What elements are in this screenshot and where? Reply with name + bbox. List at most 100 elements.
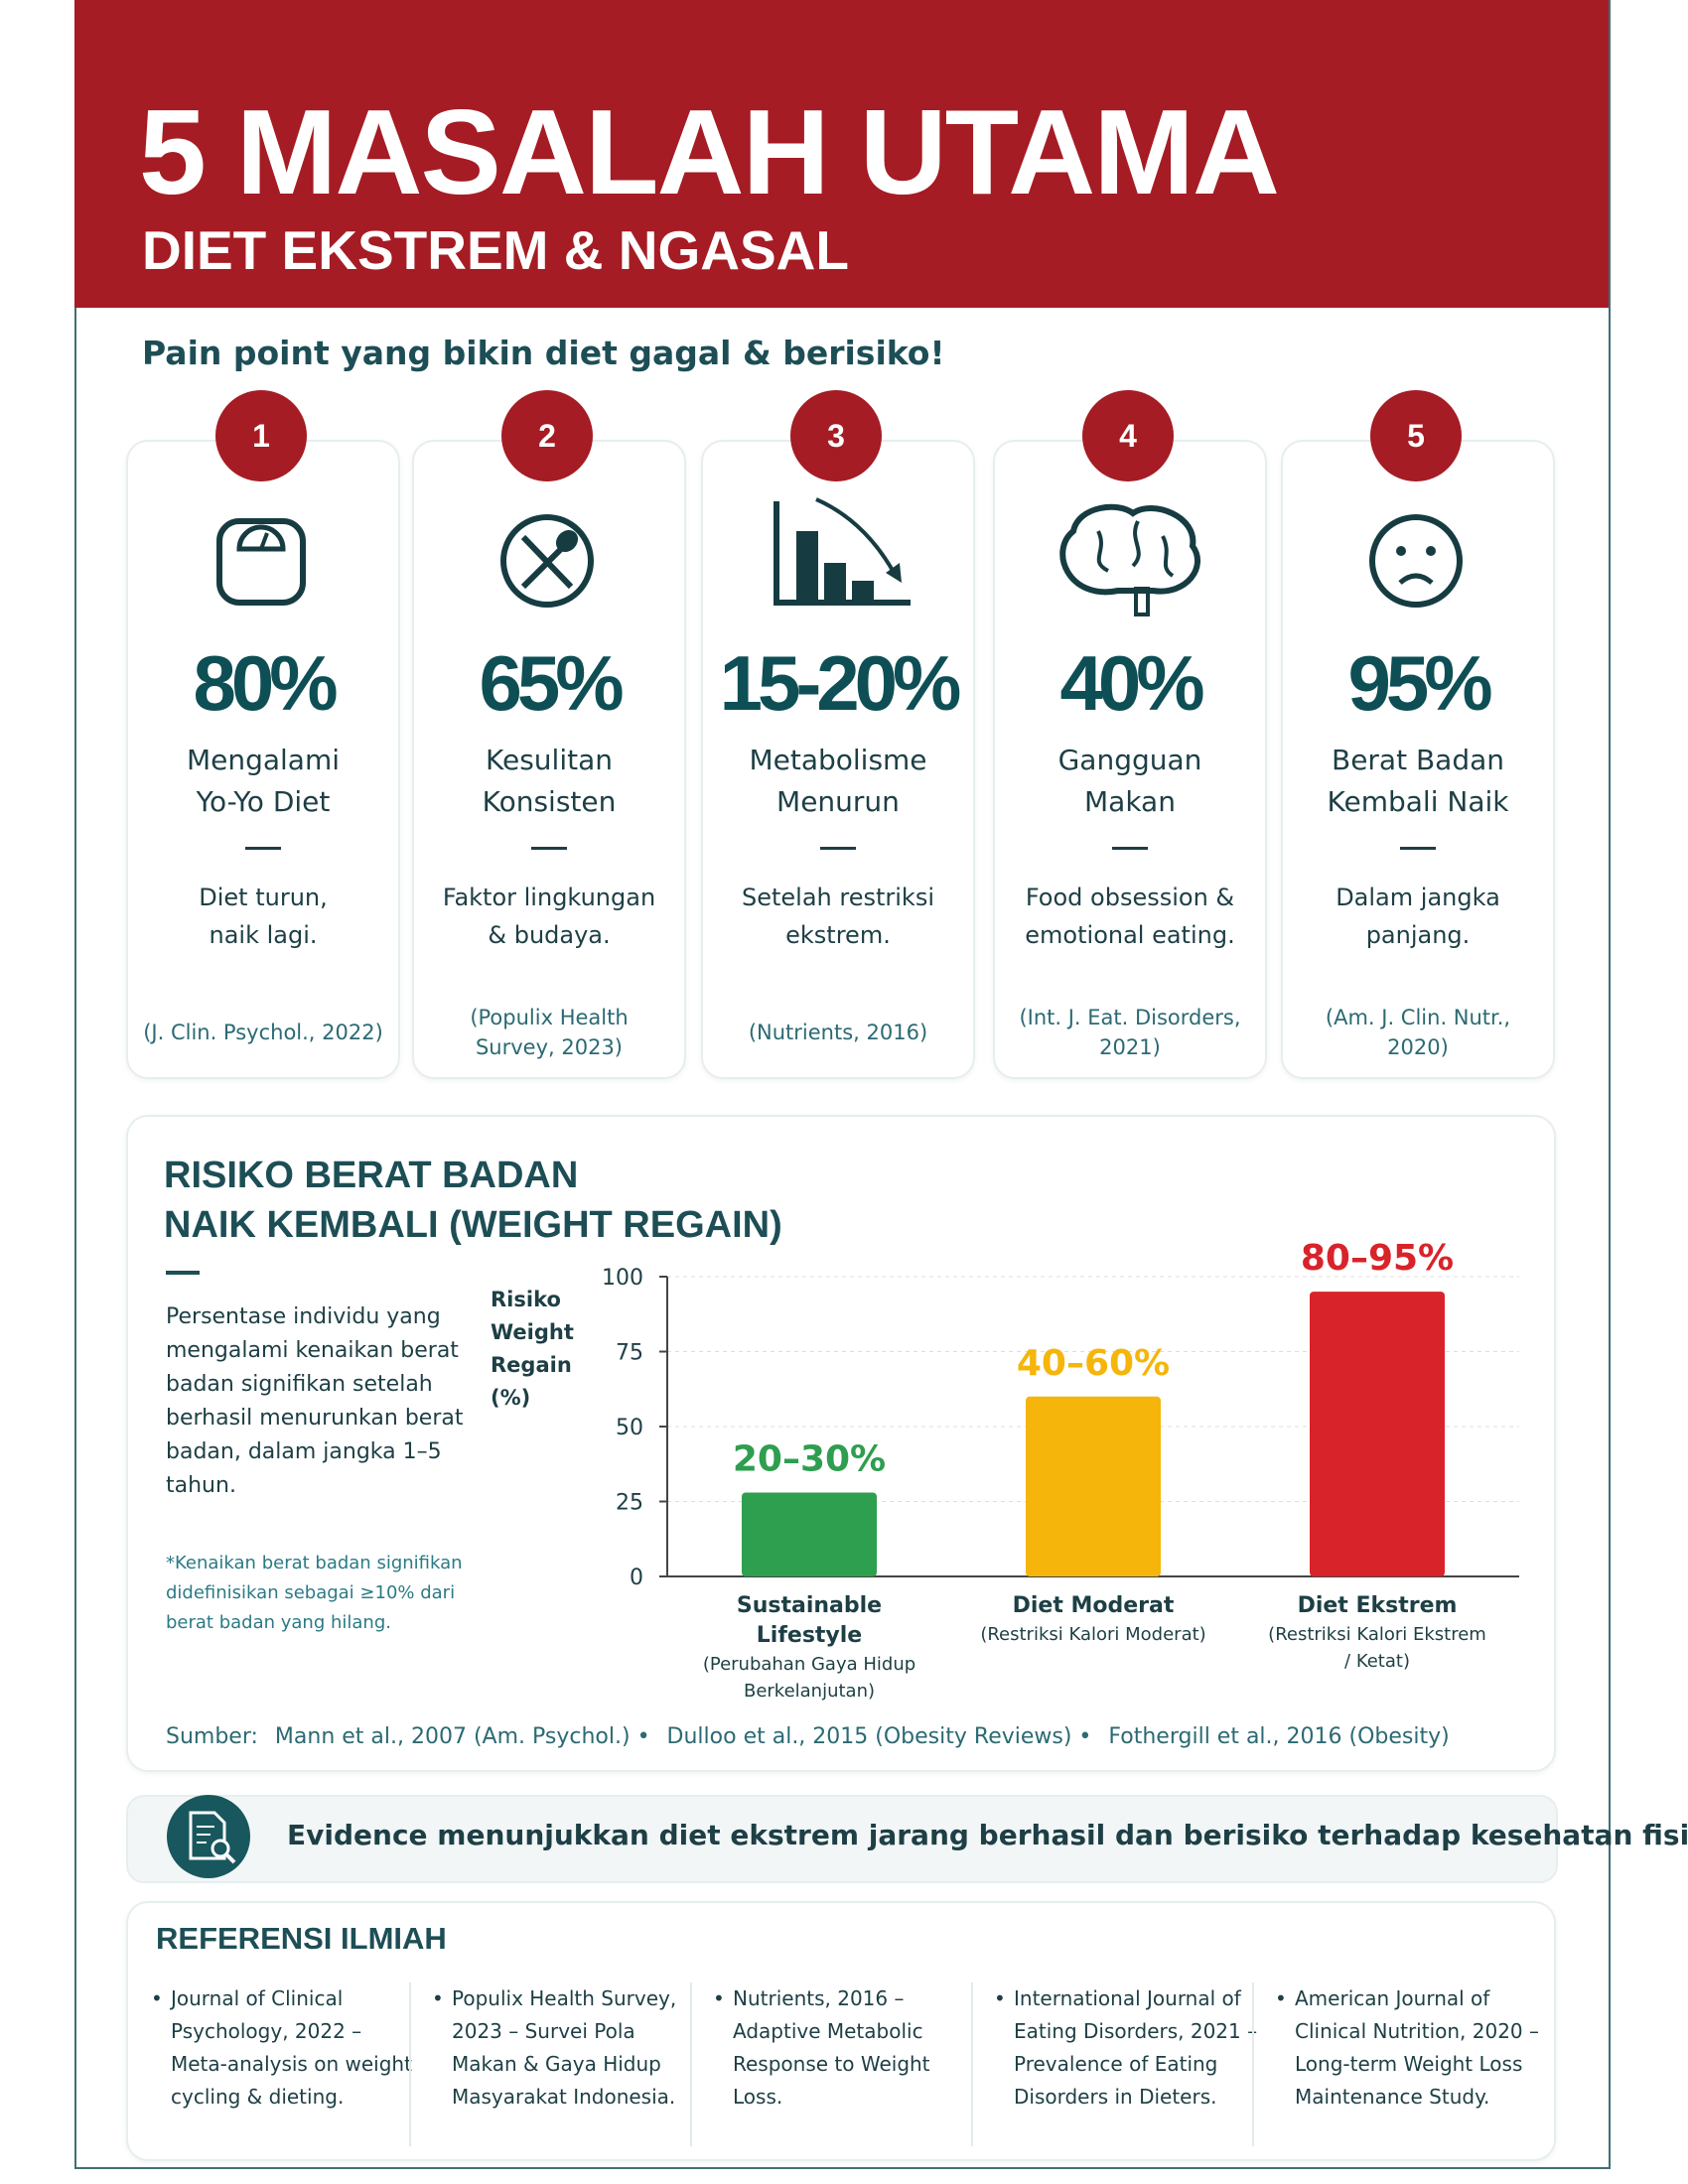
dash — [1112, 847, 1148, 850]
desc-line: emotional eating. — [1025, 921, 1235, 949]
chart-title: RISIKO BERAT BADAN NAIK KEMBALI (WEIGHT … — [164, 1151, 782, 1250]
y-tick-label: 75 — [616, 1341, 643, 1366]
bullet: • — [1071, 1724, 1099, 1749]
stat: 65% — [479, 639, 624, 727]
reference: • Journal of Clinical Psychology, 2022 – … — [143, 1982, 424, 2114]
card-number: 4 — [1082, 390, 1174, 481]
desc-line: Faktor lingkungan — [442, 884, 656, 911]
source-line: (Nutrients, 2016) — [748, 1020, 928, 1044]
category: Diet Ekstrem (Restriksi Kalori Ekstrem / … — [1238, 1591, 1516, 1675]
desc-line: ekstrem. — [785, 921, 891, 949]
reference-text: Populix Health Survey, 2023 – Survei Pol… — [452, 1986, 677, 2109]
references-card: REFERENSI ILMIAH • Journal of Clinical Ps… — [126, 1901, 1556, 2161]
y-label-line: (%) — [491, 1386, 531, 1410]
desc-line: & budaya. — [488, 921, 611, 949]
icon-part — [1398, 573, 1434, 585]
desc: Setelah restriksi ekstrem. — [703, 879, 973, 954]
label-line: Gangguan — [1057, 744, 1202, 776]
value-label: 40–60% — [1017, 1343, 1170, 1384]
category: Sustainable Lifestyle (Perubahan Gaya Hid… — [670, 1591, 948, 1705]
label: Mengalami Yo-Yo Diet — [128, 740, 398, 823]
source-line: (Am. J. Clin. Nutr., — [1325, 1005, 1511, 1029]
references-title: REFERENSI ILMIAH — [156, 1921, 447, 1956]
icon-part — [1369, 514, 1463, 608]
column-divider — [690, 1982, 692, 2146]
icon-part — [824, 563, 846, 603]
y-tick-label: 0 — [630, 1566, 643, 1590]
category: Diet Moderat (Restriksi Kalori Moderat) — [954, 1591, 1232, 1648]
category-note: (Restriksi Kalori Ekstrem / Ketat) — [1268, 1624, 1486, 1672]
stat: 80% — [193, 639, 338, 727]
reference: • International Journal of Eating Disorde… — [986, 1982, 1267, 2114]
label-line: Yo-Yo Diet — [196, 785, 331, 818]
icon-part — [259, 532, 269, 550]
subtitle: DIET EKSTREM & NGASAL — [142, 219, 849, 281]
card-number: 2 — [501, 390, 593, 481]
bullet: • — [994, 1986, 1006, 2010]
source: (Populix Health Survey, 2023) — [414, 990, 684, 1074]
icon — [1059, 503, 1200, 616]
icon-part — [555, 529, 579, 553]
icon-part — [216, 518, 306, 606]
label-line: Kembali Naik — [1327, 785, 1509, 818]
icon-part — [500, 514, 594, 608]
desc: Food obsession & emotional eating. — [995, 879, 1265, 954]
label-line: Makan — [1084, 785, 1176, 818]
chart-title-line: RISIKO BERAT BADAN — [164, 1155, 579, 1196]
bar — [742, 1492, 877, 1576]
x-tick-label: Diet Ekstrem — [1297, 1593, 1458, 1618]
sources: Sumber: Mann et al., 2007 (Am. Psychol.)… — [166, 1724, 1450, 1749]
chart-note: *Kenaikan berat badan signifikan didefin… — [166, 1553, 463, 1633]
column-divider — [1252, 1982, 1254, 2146]
desc-line: Food obsession & — [1025, 884, 1235, 911]
icon-part — [1059, 503, 1200, 596]
label-line: Menurun — [776, 785, 900, 818]
sources-label: Sumber: — [166, 1724, 258, 1749]
y-tick-label: 50 — [616, 1416, 643, 1440]
dash — [245, 847, 281, 850]
bullet: • — [1275, 1986, 1287, 2010]
stat: 40% — [1059, 639, 1204, 727]
y-tick-label: 100 — [602, 1266, 643, 1291]
source-line: Survey, 2023) — [475, 1034, 624, 1059]
pain-card: 40% Gangguan Makan Food obsession & emotiona… — [993, 440, 1267, 1079]
desc-line: Setelah restriksi — [741, 884, 934, 911]
icon — [216, 518, 306, 606]
source: (Int. J. Eat. Disorders, 2021) — [995, 990, 1265, 1074]
column-divider — [409, 1982, 411, 2146]
label-line: Kesulitan — [486, 744, 613, 776]
label: Kesulitan Konsisten — [414, 740, 684, 823]
chart-title-line: NAIK KEMBALI (WEIGHT REGAIN) — [164, 1204, 782, 1246]
y-axis-label: Risiko Weight Regain (%) — [491, 1284, 574, 1415]
column-divider — [971, 1982, 973, 2146]
reference-text: Journal of Clinical Psychology, 2022 – M… — [171, 1986, 412, 2109]
icon-part — [886, 563, 902, 583]
category-note: (Restriksi Kalori Moderat) — [980, 1624, 1206, 1645]
card-number: 3 — [790, 390, 882, 481]
pain-card: 95% Berat Badan Kembali Naik Dalam jangka pa… — [1281, 440, 1555, 1079]
stat: 95% — [1347, 639, 1492, 727]
y-label-line: Weight — [491, 1320, 574, 1344]
source-line: 2021) — [1099, 1034, 1161, 1059]
desc: Dalam jangka panjang. — [1283, 879, 1553, 954]
desc-line: Dalam jangka — [1336, 884, 1500, 911]
evidence-icon-handle — [224, 1852, 236, 1864]
bullet: • — [432, 1986, 444, 2010]
icon-part — [815, 497, 898, 577]
dash — [820, 847, 856, 850]
reference-text: American Journal of Clinical Nutrition, … — [1295, 1986, 1540, 2109]
reference-text: International Journal of Eating Disorder… — [1014, 1986, 1258, 2109]
title: 5 MASALAH UTAMA — [139, 84, 1280, 219]
desc-line: Diet turun, — [199, 884, 328, 911]
x-tick-label: Sustainable Lifestyle — [736, 1593, 883, 1648]
icon-part — [236, 524, 286, 552]
header: 5 MASALAH UTAMA DIET EKSTREM & NGASAL — [74, 0, 1609, 308]
source: (Am. J. Clin. Nutr., 2020) — [1283, 990, 1553, 1074]
source-line: (Int. J. Eat. Disorders, — [1019, 1005, 1241, 1029]
source-item: Mann et al., 2007 (Am. Psychol.) — [274, 1724, 631, 1749]
desc-line: naik lagi. — [209, 921, 318, 949]
label-line: Metabolisme — [749, 744, 927, 776]
tagline: Pain point yang bikin diet gagal & beris… — [142, 334, 945, 372]
